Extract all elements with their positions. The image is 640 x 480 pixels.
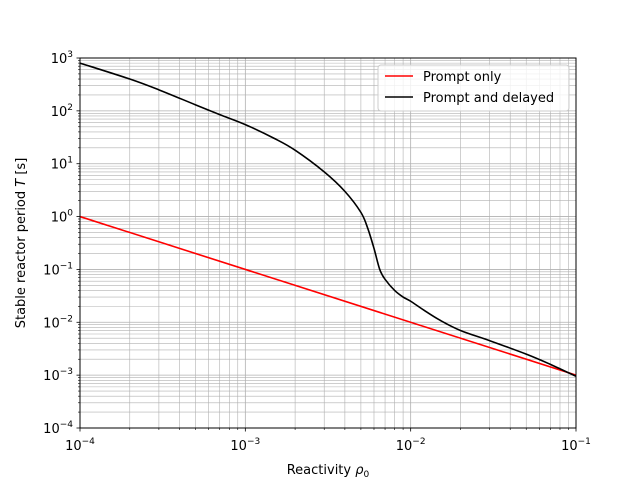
y-tick-label: 10−3 (43, 367, 73, 384)
x-axis-label-subscript: 0 (364, 470, 370, 480)
series-group (79, 62, 577, 378)
x-axis-label-text: Reactivity (287, 463, 352, 478)
x-axis-label: Reactivity ρ0 (287, 463, 370, 480)
y-tick-label: 100 (51, 209, 74, 226)
x-tick-label: 10−3 (230, 437, 260, 454)
legend-label-prompt-only: Prompt only (423, 70, 502, 85)
ticks: 10−4 10−3 10−2 10−1 10−4 10−3 10−2 10−1 100 101 10… (43, 50, 591, 454)
y-axis-label: Stable reactor period T [s] (14, 158, 29, 329)
y-tick-label: 10−4 (43, 420, 73, 437)
y-tick-label: 10−1 (43, 261, 73, 278)
x-axis-label-symbol: ρ (355, 463, 364, 478)
grid (80, 58, 576, 428)
x-tick-label: 10−4 (65, 437, 95, 454)
y-axis-label-symbol: T (14, 178, 29, 187)
x-tick-label: 10−1 (561, 437, 591, 454)
legend-label-prompt-and-delayed: Prompt and delayed (423, 91, 554, 106)
y-tick-label: 103 (51, 50, 73, 67)
y-axis-label-text: Stable reactor period (14, 191, 29, 328)
y-tick-label: 101 (51, 156, 73, 173)
y-tick-label: 102 (51, 103, 73, 120)
y-axis-label-unit: [s] (14, 158, 29, 175)
series-line-prompt-and-delayed (79, 62, 577, 378)
series-line-prompt-only (79, 215, 577, 376)
legend: Prompt only Prompt and delayed (377, 64, 570, 112)
y-tick-label: 10−2 (43, 314, 73, 331)
legend-box (377, 64, 570, 112)
x-tick-label: 10−2 (396, 437, 426, 454)
plot-frame (79, 57, 577, 429)
